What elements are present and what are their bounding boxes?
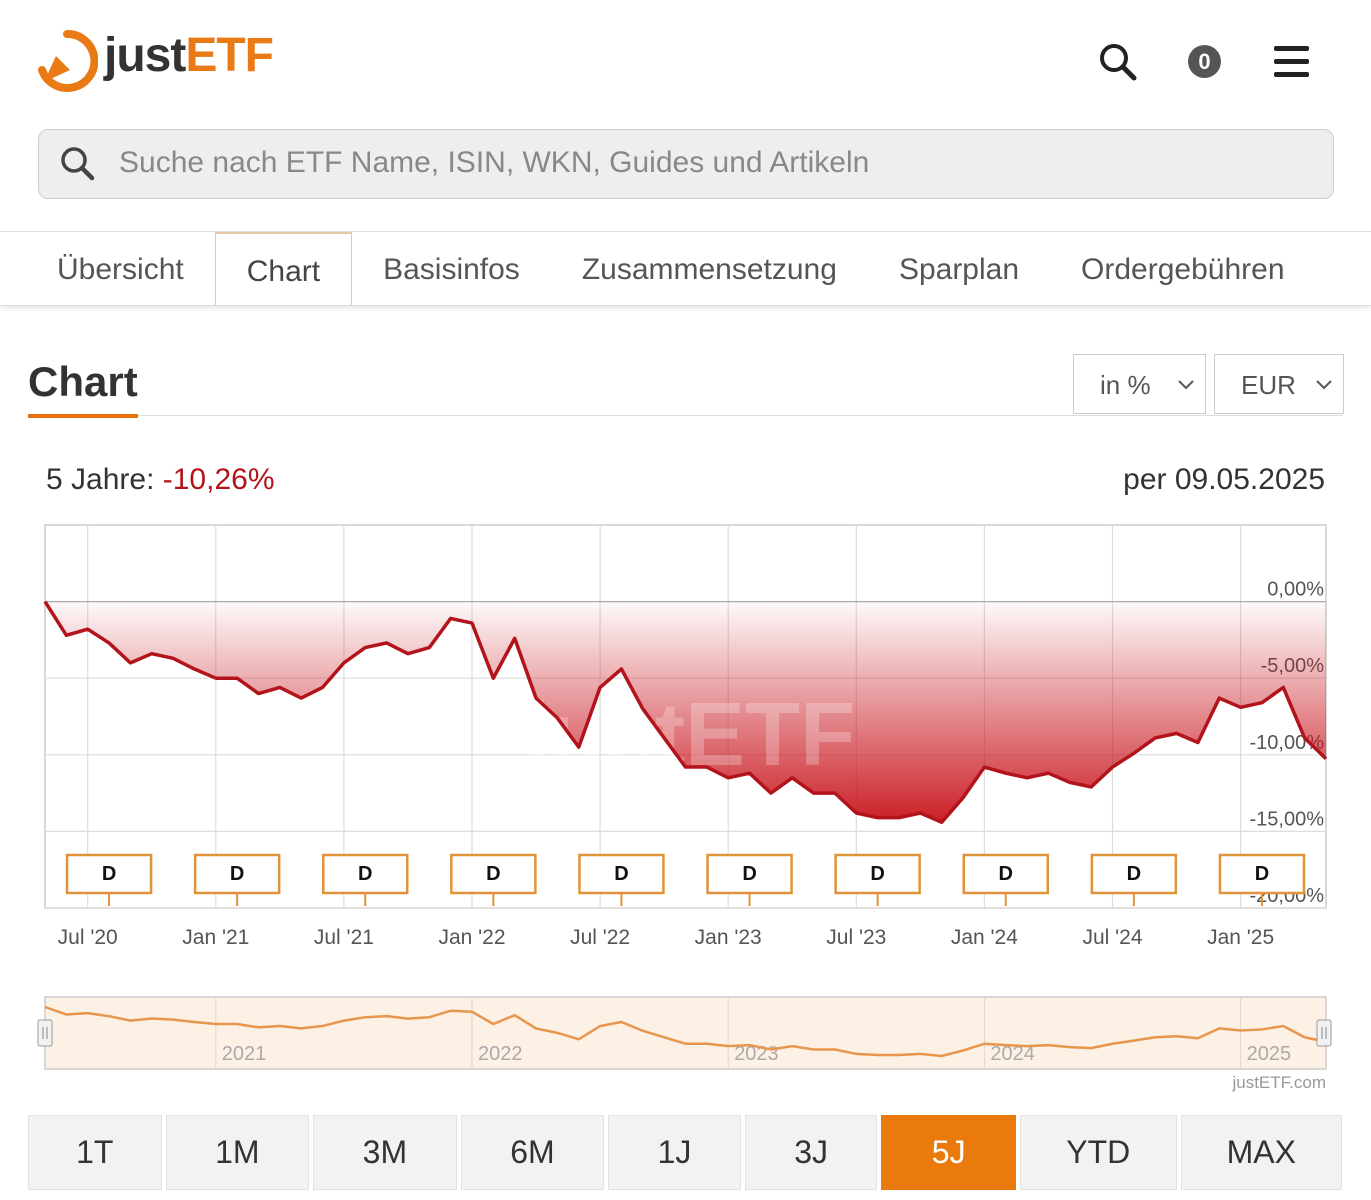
handle-body — [37, 1019, 53, 1047]
range-buttons: 1T 1M 3M 6M 1J 3J 5J YTD MAX — [28, 1115, 1342, 1190]
price-line — [43, 600, 1328, 824]
dividend-box — [578, 853, 665, 895]
tab[interactable]: Ordergebühren — [1081, 253, 1285, 286]
watermark: justETF — [523, 685, 855, 785]
currency-dropdown[interactable]: EUR — [1214, 354, 1344, 414]
summary: 5 Jahre: -10,26% — [46, 463, 275, 497]
unit-dropdown-label: in % — [1100, 370, 1151, 400]
navigator-handle[interactable] — [1316, 1019, 1332, 1047]
x-tick-label: Jan '22 — [438, 926, 505, 949]
unit-dropdown[interactable]: in % — [1073, 354, 1206, 414]
range-button[interactable]: 3M — [313, 1115, 457, 1190]
chart: Jul '20 Jan '21 Jul '21 Jan '22 Jul '22 Jan '… — [37, 524, 1332, 1092]
credit: justETF.com — [1231, 1073, 1326, 1092]
range-button[interactable]: 1T — [28, 1115, 162, 1190]
chevron — [1178, 380, 1194, 390]
area-fill — [45, 601, 1326, 823]
y-tick-label: -15,00% — [1250, 808, 1325, 830]
x-tick-label: Jul '22 — [570, 926, 630, 949]
handle-body — [1316, 1019, 1332, 1047]
dividend-box — [1218, 853, 1306, 895]
navigator-label: 2025 — [1247, 1043, 1292, 1065]
x-tick-label: Jul '21 — [314, 926, 374, 949]
dividend-box — [65, 853, 153, 895]
dividend-label: D — [999, 863, 1013, 885]
dividend-box — [450, 853, 537, 895]
dividend-label: D — [486, 863, 500, 885]
search-icon[interactable] — [1098, 42, 1138, 82]
dividend-label: D — [230, 863, 244, 885]
dividend-label: D — [1255, 863, 1269, 885]
x-tick-label: Jan '25 — [1207, 926, 1274, 949]
dividend-box — [322, 853, 409, 895]
dividend-box — [962, 853, 1049, 895]
section-title: Chart — [28, 358, 138, 405]
logo-etf: ETF — [185, 29, 274, 82]
x-tick-label: Jul '23 — [826, 926, 886, 949]
dividend-label: D — [1127, 863, 1141, 885]
navigator-label: 2024 — [990, 1043, 1035, 1065]
navigator-label: 2022 — [478, 1043, 523, 1065]
dividend-box — [834, 853, 921, 895]
x-tick-label: Jan '23 — [695, 926, 762, 949]
x-tick-label: Jul '24 — [1082, 926, 1142, 949]
cart-badge[interactable]: 0 — [1188, 45, 1221, 78]
range-button[interactable]: 1J — [608, 1115, 741, 1190]
summary-value: -10,26% — [162, 463, 275, 496]
dividend-label: D — [102, 863, 116, 885]
range-button[interactable]: YTD — [1019, 1115, 1177, 1190]
search-placeholder: Suche nach ETF Name, ISIN, WKN, Guides u… — [119, 146, 870, 179]
chevron — [1316, 380, 1332, 390]
tab[interactable]: Chart — [214, 232, 353, 305]
dividend-label: D — [614, 863, 628, 885]
logo-icon[interactable] — [36, 30, 98, 92]
range-button[interactable]: 1M — [165, 1115, 310, 1190]
range-button[interactable]: MAX — [1180, 1115, 1342, 1190]
navigator-label: 2021 — [222, 1043, 266, 1065]
dividend-box — [706, 853, 793, 895]
range-button[interactable]: 6M — [460, 1115, 605, 1190]
navigator-handle[interactable] — [37, 1019, 53, 1047]
tab[interactable]: Übersicht — [57, 253, 184, 286]
dividend-label: D — [742, 863, 756, 885]
tab[interactable]: Basisinfos — [383, 253, 520, 286]
as-of-date: per 09.05.2025 — [1123, 463, 1325, 496]
tab[interactable]: Sparplan — [898, 253, 1020, 286]
search-bar[interactable]: Suche nach ETF Name, ISIN, WKN, Guides u… — [38, 129, 1334, 199]
navigator — [44, 996, 1327, 1070]
x-tick-label: Jul '20 — [58, 926, 118, 949]
dividend-label: D — [358, 863, 372, 885]
currency-dropdown-label: EUR — [1241, 370, 1296, 400]
y-tick-label: 0,00% — [1267, 579, 1324, 601]
range-button[interactable]: 3J — [744, 1115, 878, 1190]
search-bar-icon — [61, 147, 95, 181]
summary-label: 5 Jahre: — [46, 463, 155, 496]
logo[interactable]: justETF — [104, 28, 274, 83]
navigator-line — [44, 1005, 1327, 1058]
tab[interactable]: Zusammensetzung — [581, 253, 837, 286]
dividend-box — [193, 853, 281, 895]
logo-just: just — [104, 29, 186, 82]
title-rule — [28, 415, 1343, 416]
menu-icon[interactable] — [1273, 44, 1311, 78]
x-tick-label: Jan '24 — [951, 926, 1018, 949]
x-tick-label: Jan '21 — [182, 926, 249, 949]
tab-bar: Übersicht Chart Basisinfos Zusammensetzung S… — [0, 231, 1371, 306]
dividend-label: D — [870, 863, 884, 885]
dividend-box — [1090, 853, 1178, 895]
title-underline — [28, 414, 138, 418]
range-button[interactable]: 5J — [881, 1115, 1016, 1190]
